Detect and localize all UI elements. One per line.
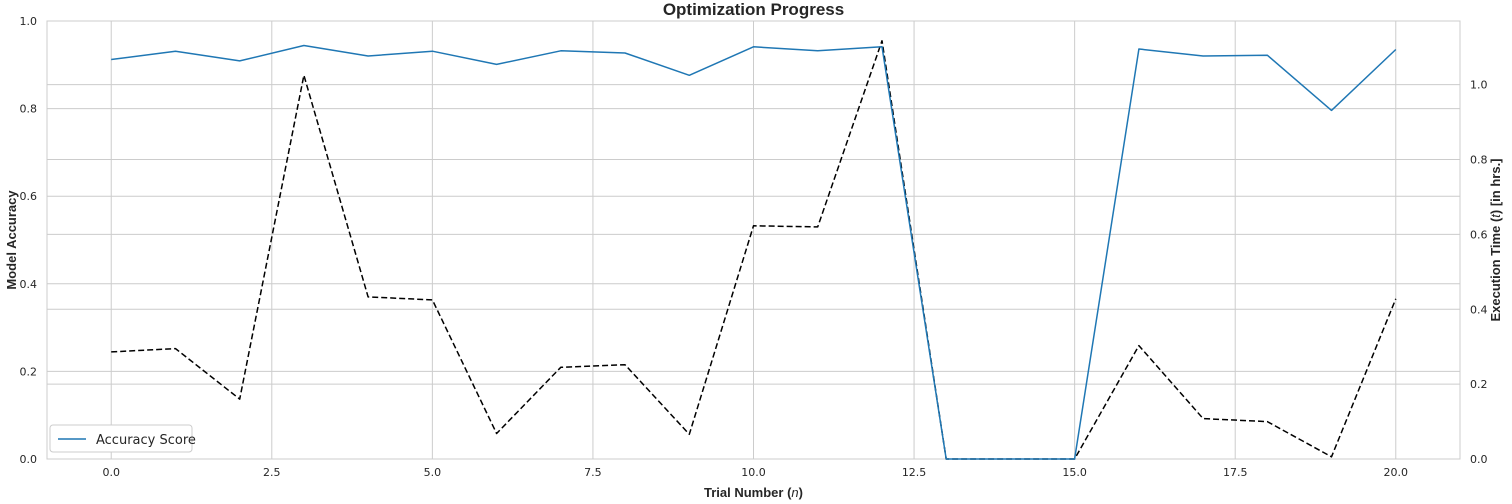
y2-tick-label: 1.0 [1470,79,1488,92]
y-tick-label: 0.8 [20,103,38,116]
legend: Accuracy Score [49,424,196,453]
x-tick-label: 10.0 [741,466,766,479]
execution-time-line [111,40,1397,460]
x-tick-label: 17.5 [1223,466,1248,479]
x-tick-label: 0.0 [102,466,120,479]
grid [47,20,1460,460]
legend-box [49,424,193,453]
y2-tick-label: 0.2 [1470,378,1488,391]
x-tick-label: 5.0 [424,466,442,479]
y2-axis-label-prefix: Execution Time ( [1488,217,1503,321]
y-tick-label: 0.2 [20,365,38,378]
x-tick-label: 7.5 [584,466,602,479]
y2-axis-label-suffix: ) [in hrs.] [1488,158,1503,214]
y-tick-label: 0.6 [20,190,38,203]
y-tick-label: 0.0 [20,453,38,466]
tick-labels: 0.0 2.5 5.0 7.5 10.0 12.5 15.0 17.5 20.0 0.0 0.2 0.… [20,15,1488,479]
x-axis-label-prefix: Trial Number ( [704,485,792,500]
accuracy-score-line [111,44,1397,460]
y2-tick-label: 0.6 [1470,228,1488,241]
y2-tick-label: 0.8 [1470,154,1488,167]
y2-tick-label: 0.0 [1470,453,1488,466]
x-tick-label: 20.0 [1384,466,1409,479]
y-tick-label: 1.0 [20,15,38,28]
x-tick-label: 15.0 [1062,466,1087,479]
x-tick-label: 12.5 [902,466,927,479]
y-tick-label: 0.4 [20,278,38,291]
y2-axis-label: Execution Time (t) [in hrs.] [1488,158,1503,321]
x-axis-label-suffix: ) [799,485,803,500]
plot-frame [46,20,1461,460]
chart-title: Optimization Progress [663,0,844,19]
series-layer [111,40,1397,460]
x-axis-label-var: n [791,485,798,500]
y2-axis-label-var: t [1488,213,1503,218]
x-tick-label: 2.5 [263,466,281,479]
y-axis-label: Model Accuracy [4,190,19,290]
y2-tick-label: 0.4 [1470,303,1488,316]
legend-label-accuracy: Accuracy Score [96,433,196,448]
x-axis-label: Trial Number (n) [704,485,803,500]
